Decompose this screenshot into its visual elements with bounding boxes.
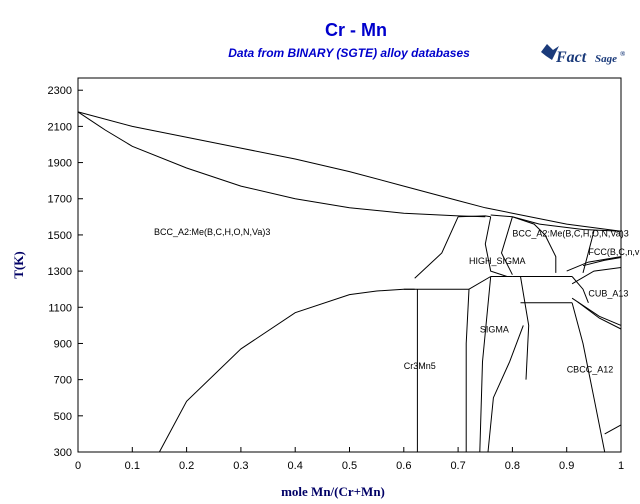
phase-boundary-line (604, 424, 622, 435)
phase-boundary-line (414, 216, 459, 279)
logo-main-text: Fact (555, 49, 587, 66)
y-axis-label: T(K) (11, 251, 26, 278)
y-tick-label: 2100 (48, 121, 72, 133)
phase-boundary-line (487, 325, 524, 453)
x-tick-label: 0.1 (125, 460, 140, 472)
x-tick-label: 0.8 (505, 460, 520, 472)
x-tick-label: 0.9 (559, 460, 574, 472)
phase-label: CBCC_A12 (567, 364, 614, 374)
phase-boundary-line (577, 301, 622, 330)
phase-boundaries (77, 111, 622, 453)
x-tick-label: 0 (75, 460, 81, 472)
x-tick-label: 0.2 (179, 460, 194, 472)
x-tick-label: 0.3 (233, 460, 248, 472)
x-axis: 0 0.1 0.2 0.3 0.4 0.5 0.6 0.7 0.8 0.9 1 (75, 447, 624, 472)
chart-title: Cr - Mn (325, 20, 387, 40)
phase-label: CUB_A13 (588, 288, 628, 298)
phase-label: FCC(B,C,n,v (588, 247, 640, 257)
y-axis: 300 500 700 900 1100 1300 1500 1700 1900 2100 2300 (48, 85, 83, 459)
phase-boundary-line (77, 111, 622, 232)
phase-boundary-line (539, 223, 622, 232)
y-tick-label: 1900 (48, 158, 72, 170)
phase-label: HIGH_SIGMA (469, 256, 526, 266)
factsage-logo: Fact Sage ® (541, 44, 626, 66)
chart-subtitle: Data from BINARY (SGTE) alloy databases (228, 46, 470, 60)
phase-boundary-line (512, 216, 546, 236)
plot-frame (77, 77, 622, 453)
phase-boundary-line (582, 231, 595, 274)
phase-boundary-line (465, 289, 470, 452)
y-tick-label: 700 (54, 375, 72, 387)
phase-label: SIGMA (480, 325, 509, 335)
phase-boundary-line (571, 267, 622, 285)
x-tick-label: 0.4 (288, 460, 303, 472)
logo-mark-icon (541, 44, 559, 60)
x-tick-label: 0.6 (396, 460, 411, 472)
y-tick-label: 1500 (48, 230, 72, 242)
y-tick-label: 900 (54, 338, 72, 350)
phase-boundary-line (582, 257, 622, 267)
phase-boundary-line (520, 276, 530, 380)
x-tick-label: 0.7 (450, 460, 465, 472)
phase-boundary-line (571, 276, 589, 303)
phase-boundary-line (544, 234, 557, 273)
x-tick-label: 1 (618, 460, 624, 472)
phase-boundary-line (458, 215, 491, 218)
y-tick-label: 2300 (48, 85, 72, 97)
logo-secondary-text: Sage (595, 53, 617, 65)
phase-labels: BCC_A2:Me(B,C,H,O,N,Va)3 BCC_A2:Me(B,C,H,… (154, 227, 640, 374)
phase-boundary-line (566, 256, 622, 272)
phase-label: BCC_A2:Me(B,C,H,O,N,Va)3 (512, 229, 628, 239)
y-tick-label: 1100 (48, 302, 72, 314)
phase-boundary-line (571, 302, 606, 453)
y-tick-label: 500 (54, 411, 72, 423)
y-tick-label: 1300 (48, 266, 72, 278)
phase-boundary-line (158, 288, 415, 453)
phase-boundary-line (77, 111, 486, 218)
x-axis-label: mole Mn/(Cr+Mn) (281, 484, 385, 499)
phase-boundary-line (490, 214, 540, 225)
phase-boundary-line (484, 216, 508, 277)
y-tick-label: 300 (54, 447, 72, 459)
logo-registered-mark: ® (620, 50, 626, 58)
phase-label: BCC_A2:Me(B,C,H,O,N,Va)3 (154, 227, 270, 237)
phase-boundary-line (571, 297, 622, 326)
y-tick-label: 1700 (48, 194, 72, 206)
phase-boundary-line (468, 276, 491, 290)
phase-boundary-line (500, 216, 513, 275)
phase-boundary-line (479, 276, 492, 453)
x-tick-label: 0.5 (342, 460, 357, 472)
phase-label: Cr3Mn5 (404, 361, 436, 371)
